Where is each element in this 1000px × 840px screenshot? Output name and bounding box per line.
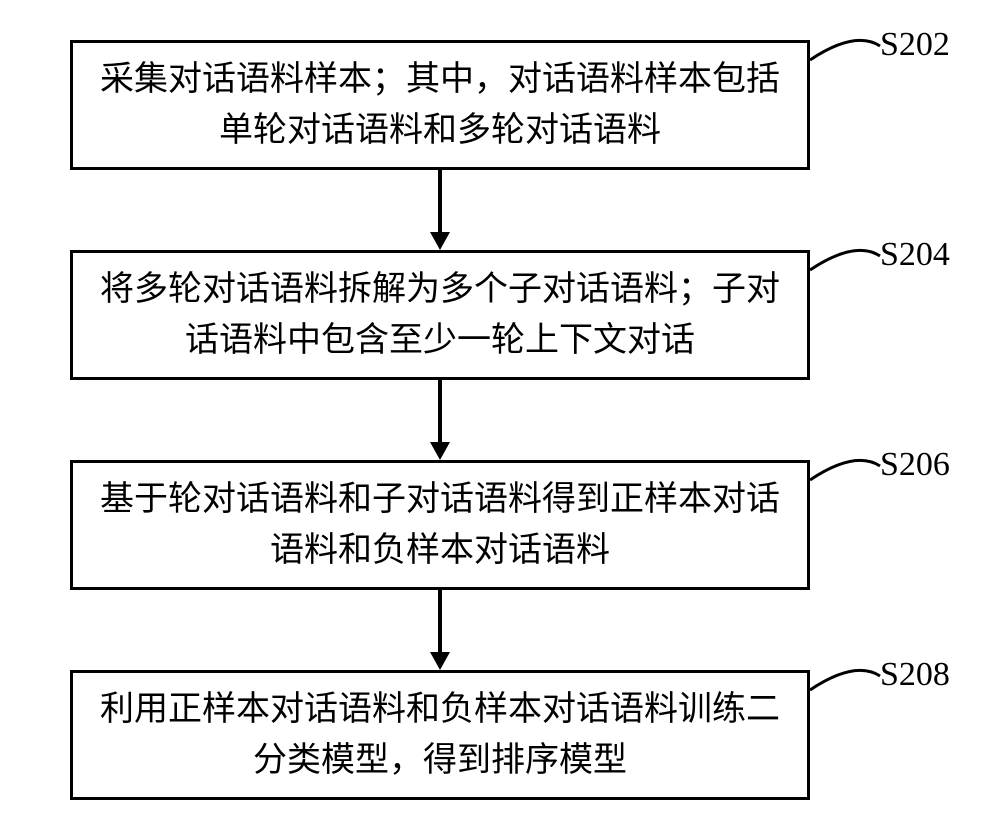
step-label-s202: S202	[880, 26, 950, 64]
edge-arrow-line	[438, 170, 442, 232]
flow-node-s202: 采集对话语料样本；其中，对话语料样本包括单轮对话语料和多轮对话语料	[70, 40, 810, 170]
flow-node-text: 将多轮对话语料拆解为多个子对话语料；子对话语料中包含至少一轮上下文对话	[93, 264, 787, 366]
callout-curve	[810, 250, 880, 270]
flow-node-text: 基于轮对话语料和子对话语料得到正样本对话语料和负样本对话语料	[93, 474, 787, 576]
step-label-s204: S204	[880, 236, 950, 274]
flow-node-text: 利用正样本对话语料和负样本对话语料训练二分类模型，得到排序模型	[93, 684, 787, 786]
flow-node-s204: 将多轮对话语料拆解为多个子对话语料；子对话语料中包含至少一轮上下文对话	[70, 250, 810, 380]
flow-node-s208: 利用正样本对话语料和负样本对话语料训练二分类模型，得到排序模型	[70, 670, 810, 800]
callout-curve	[810, 460, 880, 480]
flow-node-s206: 基于轮对话语料和子对话语料得到正样本对话语料和负样本对话语料	[70, 460, 810, 590]
callout-curve	[810, 670, 880, 690]
step-label-s206: S206	[880, 446, 950, 484]
edge-arrow-line	[438, 590, 442, 652]
edge-arrow-head-icon	[430, 652, 450, 670]
callout-curve	[810, 40, 880, 60]
edge-arrow-head-icon	[430, 442, 450, 460]
flow-node-text: 采集对话语料样本；其中，对话语料样本包括单轮对话语料和多轮对话语料	[93, 54, 787, 156]
edge-arrow-line	[438, 380, 442, 442]
step-label-s208: S208	[880, 656, 950, 694]
edge-arrow-head-icon	[430, 232, 450, 250]
flowchart-canvas: 采集对话语料样本；其中，对话语料样本包括单轮对话语料和多轮对话语料 将多轮对话语…	[0, 0, 1000, 840]
